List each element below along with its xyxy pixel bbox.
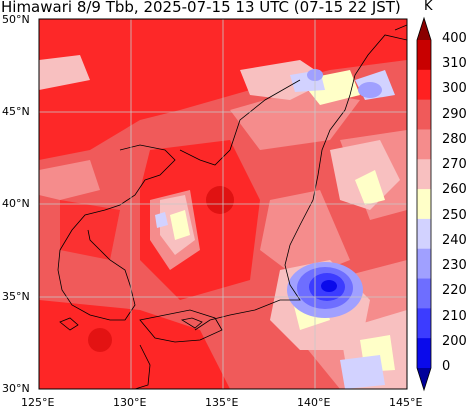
colorbar-segment <box>417 368 431 390</box>
colorbar-tick-label: 230 <box>442 258 467 274</box>
lat-label: 50°N <box>2 13 30 26</box>
colorbar-tick-label: 300 <box>442 81 467 97</box>
colorbar-tick-label: 210 <box>442 308 467 324</box>
colorbar-segment <box>417 278 431 309</box>
colorbar-segment <box>417 189 431 220</box>
map-title: Himawari 8/9 Tbb, 2025-07-15 13 UTC (07-… <box>1 0 401 16</box>
lat-label: 45°N <box>2 105 30 118</box>
colorbar-tick-label: 250 <box>442 207 467 223</box>
colorbar-tick-label: 290 <box>442 106 467 122</box>
colorbar-tick-label: 310 <box>442 56 467 72</box>
coastlines <box>57 24 407 389</box>
colorbar-segment <box>417 338 431 369</box>
lon-label: 125°E <box>21 396 55 409</box>
colorbar-segment <box>417 69 431 101</box>
colorbar-tick-label: 400 <box>442 31 467 46</box>
colorbar-tick-label: 200 <box>442 333 467 349</box>
gridlines <box>39 19 407 389</box>
colorbar-segment <box>417 40 431 71</box>
colorbar-tick-label: 220 <box>442 283 467 299</box>
colorbar-segment <box>417 248 431 280</box>
lat-label: 35°N <box>2 290 30 303</box>
colorbar-outline <box>416 16 432 392</box>
lon-label: 145°E <box>389 396 423 409</box>
colorbar-tick-label: 270 <box>442 157 467 173</box>
lat-label: 40°N <box>2 197 30 210</box>
colorbar-tick-label: 240 <box>442 232 467 248</box>
colorbar-segment <box>417 18 431 40</box>
colorbar-tick-label: 280 <box>442 131 467 147</box>
colorbar-tick-label: 0 <box>442 359 451 374</box>
colorbar-segment <box>417 129 431 160</box>
map-frame <box>38 18 408 390</box>
colorbar-unit: K <box>424 0 433 14</box>
lat-label: 30°N <box>2 382 30 395</box>
lon-label: 140°E <box>297 396 331 409</box>
colorbar-segment <box>417 99 431 130</box>
colorbar-segment <box>417 159 431 190</box>
colorbar-segment <box>417 218 431 250</box>
lon-label: 130°E <box>113 396 147 409</box>
colorbar-segment <box>417 308 431 339</box>
lon-label: 135°E <box>205 396 239 409</box>
colorbar-tick-label: 260 <box>442 182 467 198</box>
